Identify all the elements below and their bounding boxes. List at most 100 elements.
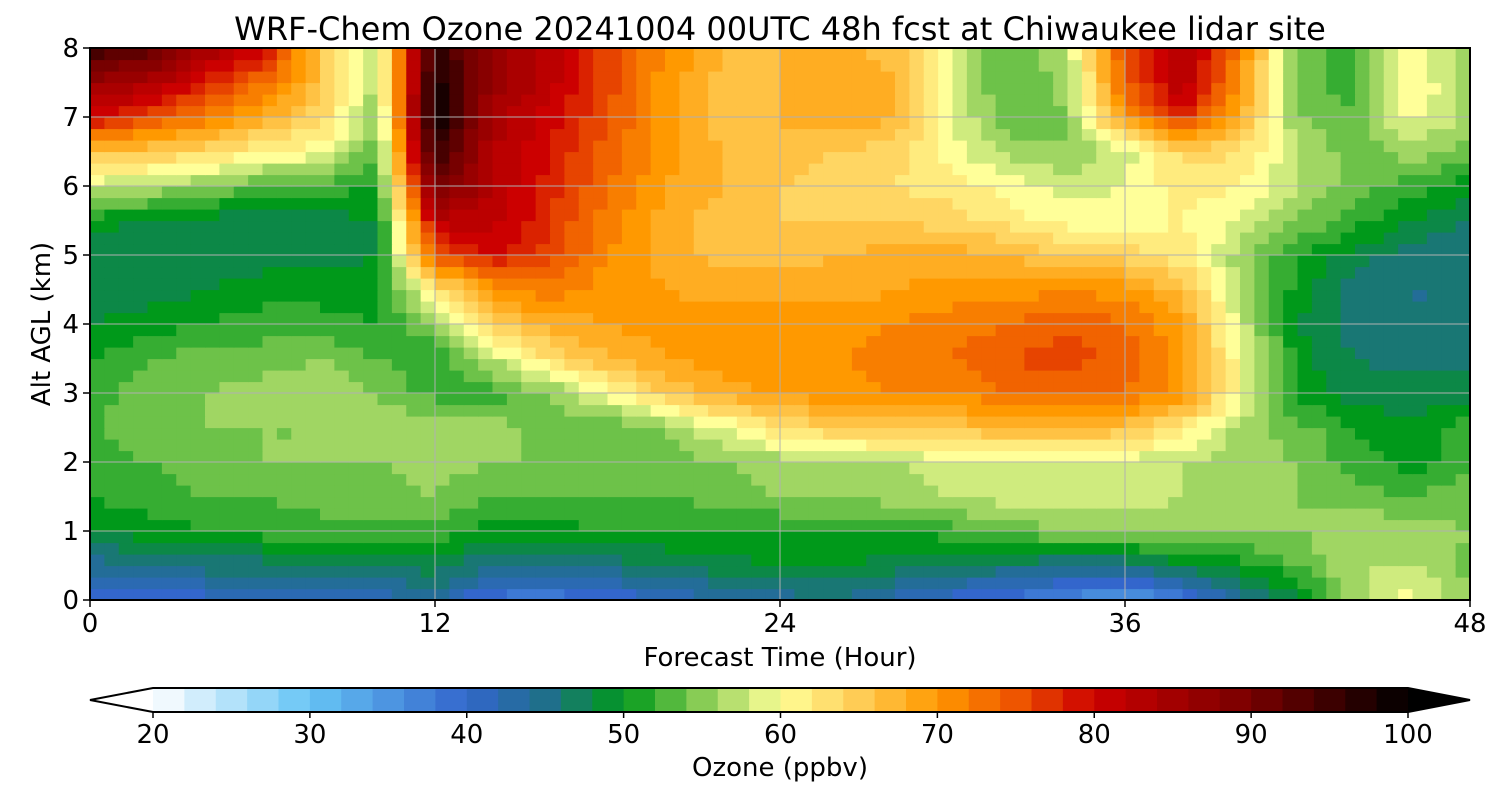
heatmap-cell xyxy=(995,174,1011,187)
heatmap-cell xyxy=(952,416,968,429)
heatmap-cell xyxy=(1326,404,1342,417)
heatmap-cell xyxy=(823,220,839,233)
heatmap-cell xyxy=(506,404,522,417)
heatmap-cell xyxy=(593,186,609,199)
heatmap-cell xyxy=(190,508,206,521)
heatmap-cell xyxy=(708,542,724,555)
heatmap-cell xyxy=(1225,186,1241,199)
heatmap-cell xyxy=(693,542,709,555)
heatmap-cell xyxy=(334,209,350,222)
heatmap-cell xyxy=(161,197,177,210)
heatmap-cell xyxy=(722,416,738,429)
heatmap-cell xyxy=(621,439,637,452)
heatmap-cell xyxy=(1426,324,1442,337)
heatmap-cell xyxy=(377,266,393,279)
heatmap-cell xyxy=(895,370,910,383)
heatmap-cell xyxy=(1225,94,1241,107)
heatmap-cell xyxy=(363,289,379,302)
heatmap-cell xyxy=(1010,324,1025,337)
heatmap-cell xyxy=(1340,105,1356,118)
heatmap-cell xyxy=(1225,519,1241,532)
heatmap-cell xyxy=(521,473,537,486)
heatmap-cell xyxy=(995,266,1011,279)
heatmap-cell xyxy=(219,347,235,360)
heatmap-cell xyxy=(1053,266,1069,279)
heatmap-cell xyxy=(751,255,767,268)
heatmap-cell xyxy=(1283,174,1299,187)
heatmap-cell xyxy=(1455,151,1471,164)
heatmap-cell xyxy=(909,577,925,590)
heatmap-cell xyxy=(966,531,982,544)
heatmap-cell xyxy=(650,232,666,245)
heatmap-cell xyxy=(751,404,767,417)
heatmap-cell xyxy=(550,117,565,130)
heatmap-cell xyxy=(736,82,752,95)
heatmap-cell xyxy=(363,71,379,84)
heatmap-cell xyxy=(1038,312,1054,325)
heatmap-cell xyxy=(377,59,393,72)
heatmap-cell xyxy=(981,289,997,302)
heatmap-cell xyxy=(1369,59,1385,72)
heatmap-cell xyxy=(607,71,623,84)
heatmap-cell xyxy=(176,565,192,578)
heatmap-cell xyxy=(1096,255,1112,268)
heatmap-cell xyxy=(736,209,752,222)
colorbar-swatch xyxy=(278,688,311,712)
heatmap-cell xyxy=(521,59,537,72)
heatmap-cell xyxy=(406,485,422,498)
heatmap-cell xyxy=(118,197,134,210)
heatmap-cell xyxy=(348,255,364,268)
heatmap-cell xyxy=(966,243,982,256)
heatmap-cell xyxy=(262,462,278,475)
heatmap-cell xyxy=(1211,197,1227,210)
heatmap-cell xyxy=(780,324,795,337)
heatmap-cell xyxy=(693,588,709,601)
heatmap-cell xyxy=(952,485,968,498)
heatmap-cell xyxy=(205,82,220,95)
heatmap-cell xyxy=(564,243,580,256)
heatmap-cell xyxy=(981,439,997,452)
heatmap-cell xyxy=(909,531,925,544)
heatmap-cell xyxy=(492,197,508,210)
heatmap-cell xyxy=(952,496,968,509)
heatmap-cell xyxy=(506,370,522,383)
heatmap-cell xyxy=(880,312,896,325)
heatmap-cell xyxy=(564,577,580,590)
heatmap-cell xyxy=(449,71,465,84)
heatmap-cell xyxy=(1340,151,1356,164)
heatmap-cell xyxy=(1010,404,1025,417)
heatmap-cell xyxy=(1426,358,1442,371)
heatmap-cell xyxy=(320,71,335,84)
heatmap-cell xyxy=(823,393,839,406)
heatmap-cell xyxy=(665,151,680,164)
heatmap-cell xyxy=(305,416,321,429)
heatmap-cell xyxy=(679,197,695,210)
heatmap-cell xyxy=(780,473,795,486)
heatmap-cell xyxy=(219,531,235,544)
heatmap-cell xyxy=(866,588,882,601)
heatmap-cell xyxy=(1125,565,1140,578)
heatmap-cell xyxy=(147,416,163,429)
heatmap-cell xyxy=(104,186,120,199)
heatmap-cell xyxy=(449,565,465,578)
heatmap-cell xyxy=(636,588,652,601)
heatmap-cell xyxy=(550,393,565,406)
heatmap-cell xyxy=(1326,209,1342,222)
heatmap-cell xyxy=(219,128,235,141)
heatmap-cell xyxy=(492,243,508,256)
heatmap-cell xyxy=(478,289,494,302)
heatmap-cell xyxy=(435,312,450,325)
heatmap-cell xyxy=(118,531,134,544)
heatmap-cell xyxy=(1182,450,1198,463)
heatmap-cell xyxy=(895,278,910,291)
heatmap-cell xyxy=(794,508,810,521)
heatmap-cell xyxy=(334,335,350,348)
heatmap-cell xyxy=(1426,59,1442,72)
heatmap-cell xyxy=(1254,94,1270,107)
heatmap-cell xyxy=(636,358,652,371)
heatmap-cell xyxy=(1412,496,1428,509)
colorbar-swatch xyxy=(404,688,436,712)
heatmap-cell xyxy=(190,289,206,302)
heatmap-cell xyxy=(607,416,623,429)
heatmap-cell xyxy=(1225,71,1241,84)
